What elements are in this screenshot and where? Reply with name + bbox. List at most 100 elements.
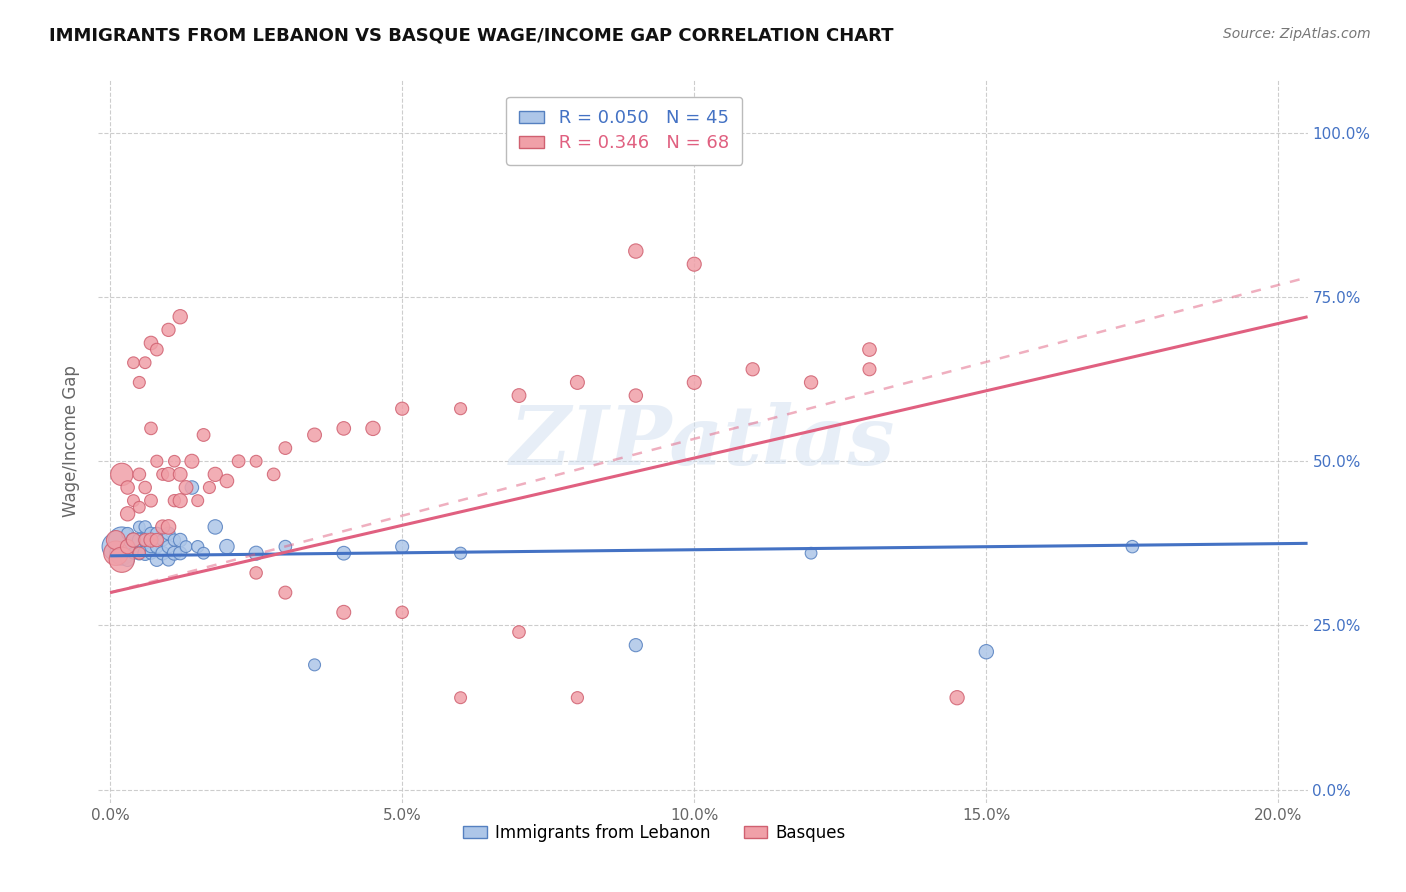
- Point: [198, 481, 221, 495]
- Point: [174, 540, 197, 554]
- Point: [304, 657, 326, 672]
- Point: [122, 546, 145, 560]
- Point: [163, 546, 186, 560]
- Point: [450, 546, 472, 560]
- Point: [117, 481, 139, 495]
- Point: [180, 454, 202, 468]
- Point: [391, 401, 413, 416]
- Point: [332, 421, 354, 435]
- Point: [450, 401, 472, 416]
- Point: [169, 493, 191, 508]
- Point: [274, 441, 297, 455]
- Point: [391, 605, 413, 619]
- Point: [139, 546, 162, 560]
- Point: [361, 421, 384, 435]
- Point: [163, 533, 186, 547]
- Point: [134, 546, 156, 560]
- Point: [134, 520, 156, 534]
- Point: [187, 493, 209, 508]
- Point: [332, 546, 354, 560]
- Point: [215, 540, 238, 554]
- Point: [139, 421, 162, 435]
- Point: [157, 540, 180, 554]
- Point: [157, 467, 180, 482]
- Point: [152, 520, 174, 534]
- Point: [146, 533, 169, 547]
- Point: [508, 625, 530, 640]
- Point: [104, 540, 127, 554]
- Point: [204, 520, 226, 534]
- Point: [152, 467, 174, 482]
- Point: [139, 493, 162, 508]
- Point: [139, 336, 162, 351]
- Point: [858, 362, 880, 376]
- Point: [117, 507, 139, 521]
- Point: [204, 467, 226, 482]
- Point: [800, 376, 823, 390]
- Point: [111, 546, 134, 560]
- Point: [800, 546, 823, 560]
- Point: [683, 376, 706, 390]
- Point: [174, 481, 197, 495]
- Point: [146, 526, 169, 541]
- Point: [163, 493, 186, 508]
- Point: [741, 362, 763, 376]
- Point: [169, 546, 191, 560]
- Point: [157, 553, 180, 567]
- Point: [146, 454, 169, 468]
- Point: [128, 376, 150, 390]
- Point: [193, 428, 215, 442]
- Point: [117, 526, 139, 541]
- Point: [567, 690, 589, 705]
- Point: [146, 343, 169, 357]
- Point: [146, 540, 169, 554]
- Point: [304, 428, 326, 442]
- Text: Source: ZipAtlas.com: Source: ZipAtlas.com: [1223, 27, 1371, 41]
- Point: [128, 546, 150, 560]
- Point: [169, 467, 191, 482]
- Point: [152, 546, 174, 560]
- Point: [122, 533, 145, 547]
- Point: [169, 310, 191, 324]
- Point: [146, 553, 169, 567]
- Point: [858, 343, 880, 357]
- Point: [624, 388, 647, 402]
- Point: [245, 566, 267, 580]
- Point: [215, 474, 238, 488]
- Point: [187, 540, 209, 554]
- Point: [157, 520, 180, 534]
- Point: [134, 356, 156, 370]
- Point: [624, 244, 647, 258]
- Legend: Immigrants from Lebanon, Basques: Immigrants from Lebanon, Basques: [457, 817, 852, 848]
- Point: [245, 454, 267, 468]
- Point: [128, 520, 150, 534]
- Point: [245, 546, 267, 560]
- Point: [139, 540, 162, 554]
- Point: [122, 493, 145, 508]
- Text: IMMIGRANTS FROM LEBANON VS BASQUE WAGE/INCOME GAP CORRELATION CHART: IMMIGRANTS FROM LEBANON VS BASQUE WAGE/I…: [49, 27, 894, 45]
- Point: [128, 546, 150, 560]
- Point: [1121, 540, 1143, 554]
- Point: [128, 533, 150, 547]
- Point: [228, 454, 250, 468]
- Point: [157, 323, 180, 337]
- Point: [111, 467, 134, 482]
- Point: [274, 540, 297, 554]
- Point: [139, 526, 162, 541]
- Point: [117, 540, 139, 554]
- Point: [180, 481, 202, 495]
- Point: [128, 467, 150, 482]
- Point: [117, 553, 139, 567]
- Point: [134, 533, 156, 547]
- Point: [157, 526, 180, 541]
- Point: [104, 546, 127, 560]
- Point: [122, 356, 145, 370]
- Point: [624, 638, 647, 652]
- Point: [683, 257, 706, 271]
- Point: [263, 467, 285, 482]
- Point: [450, 690, 472, 705]
- Y-axis label: Wage/Income Gap: Wage/Income Gap: [62, 366, 80, 517]
- Text: ZIPatlas: ZIPatlas: [510, 401, 896, 482]
- Point: [139, 533, 162, 547]
- Point: [391, 540, 413, 554]
